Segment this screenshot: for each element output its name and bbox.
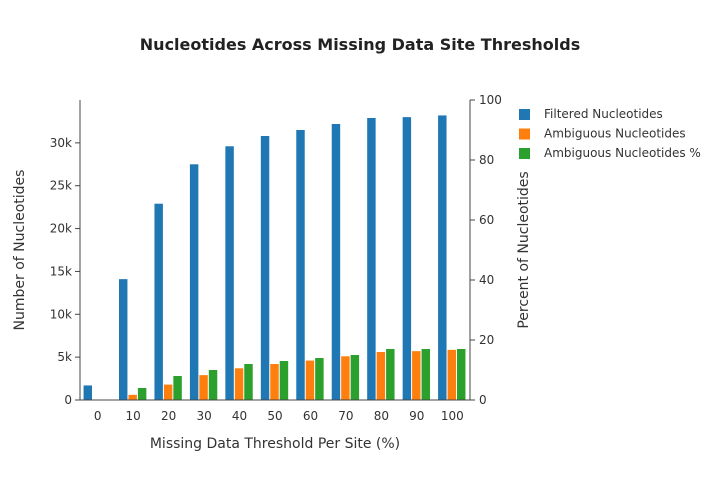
- x-tick-label: 30: [196, 409, 211, 423]
- y2-tick-label: 20: [479, 333, 494, 347]
- plot-area: 0 5k 10k 15k 20k 25k 30k 0 20 40 60 80 100 0 10 20 30 40 5…: [50, 93, 502, 423]
- legend-swatch: [519, 148, 530, 159]
- x-tick-label: 70: [338, 409, 353, 423]
- x-tick-label: 40: [232, 409, 247, 423]
- bar-ambiguous-nucleotides-80: [376, 352, 386, 400]
- y2-tick-label: 40: [479, 273, 494, 287]
- y-tick-label: 10k: [50, 307, 72, 321]
- legend-label: Ambiguous Nucleotides: [544, 127, 686, 141]
- bar-filtered-nucleotides-80: [367, 118, 376, 400]
- x-axis-title: Missing Data Threshold Per Site (%): [150, 436, 400, 452]
- bar-filtered-nucleotides-10: [119, 279, 128, 400]
- y2-tick-label: 100: [479, 93, 502, 107]
- bar-ambiguous-nucleotides-90: [421, 349, 430, 400]
- bar-ambiguous-nucleotides-50: [270, 364, 279, 400]
- bar-ambiguous-nucleotides-20: [163, 384, 173, 400]
- legend-swatch: [519, 109, 530, 120]
- bar-filtered-nucleotides-90: [402, 117, 412, 400]
- x-tick-label: 100: [441, 409, 464, 423]
- bar-ambiguous-nucleotides-60: [315, 358, 324, 400]
- bar-filtered-nucleotides-60: [296, 130, 305, 400]
- y2-axis-title: Percent of Nucleotides: [516, 171, 532, 328]
- bar-filtered-nucleotides-50: [260, 136, 270, 400]
- x-tick-label: 0: [94, 409, 102, 423]
- legend: Filtered Nucleotides Ambiguous Nucleotide…: [519, 107, 701, 160]
- bar-ambiguous-nucleotides-30: [208, 370, 218, 400]
- bar-filtered-nucleotides-0: [83, 385, 92, 400]
- bar-ambiguous-nucleotides-70: [341, 356, 350, 400]
- legend-swatch: [519, 128, 530, 140]
- bar-ambiguous-nucleotides-50: [279, 361, 289, 400]
- bar-ambiguous-nucleotides-80: [386, 349, 395, 400]
- x-tick-label: 10: [126, 409, 141, 423]
- bar-ambiguous-nucleotides-70: [350, 355, 360, 400]
- y2-tick-label: 0: [479, 393, 487, 407]
- x-tick-label: 20: [161, 409, 176, 423]
- legend-label: Filtered Nucleotides: [544, 107, 663, 121]
- bar-ambiguous-nucleotides-60: [305, 360, 315, 400]
- bar-filtered-nucleotides-70: [331, 124, 341, 400]
- legend-label: Ambiguous Nucleotides %: [544, 146, 701, 160]
- bar-filtered-nucleotides-20: [154, 203, 163, 400]
- chart-title: Nucleotides Across Missing Data Site Thr…: [140, 35, 580, 54]
- bar-filtered-nucleotides-100: [438, 115, 447, 401]
- x-tick-label: 80: [374, 409, 389, 423]
- bar-ambiguous-nucleotides-30: [199, 375, 208, 400]
- bar-ambiguous-nucleotides-40: [234, 368, 244, 400]
- bar-ambiguous-nucleotides-100: [457, 349, 466, 400]
- bar-ambiguous-nucleotides-100: [447, 349, 456, 400]
- x-tick-label: 50: [267, 409, 282, 423]
- y-tick-label: 0: [64, 393, 72, 407]
- y2-tick-label: 80: [479, 153, 494, 167]
- y2-tick-label: 60: [479, 213, 494, 227]
- bar-ambiguous-nucleotides-10: [137, 388, 147, 400]
- y-tick-label: 25k: [50, 179, 72, 193]
- bar-ambiguous-nucleotides-90: [412, 351, 421, 400]
- x-tick-label: 90: [409, 409, 424, 423]
- bar-ambiguous-nucleotides-10: [128, 394, 137, 400]
- y-tick-label: 5k: [57, 350, 72, 364]
- bar-filtered-nucleotides-30: [189, 164, 199, 400]
- bar-ambiguous-nucleotides-40: [244, 364, 253, 400]
- y-axis-title: Number of Nucleotides: [12, 170, 28, 331]
- y-tick-label: 15k: [50, 264, 72, 278]
- bar-ambiguous-nucleotides-20: [173, 376, 182, 400]
- y-tick-label: 20k: [50, 222, 72, 236]
- y-tick-label: 30k: [50, 136, 72, 150]
- x-tick-label: 60: [303, 409, 318, 423]
- bar-filtered-nucleotides-40: [225, 146, 234, 400]
